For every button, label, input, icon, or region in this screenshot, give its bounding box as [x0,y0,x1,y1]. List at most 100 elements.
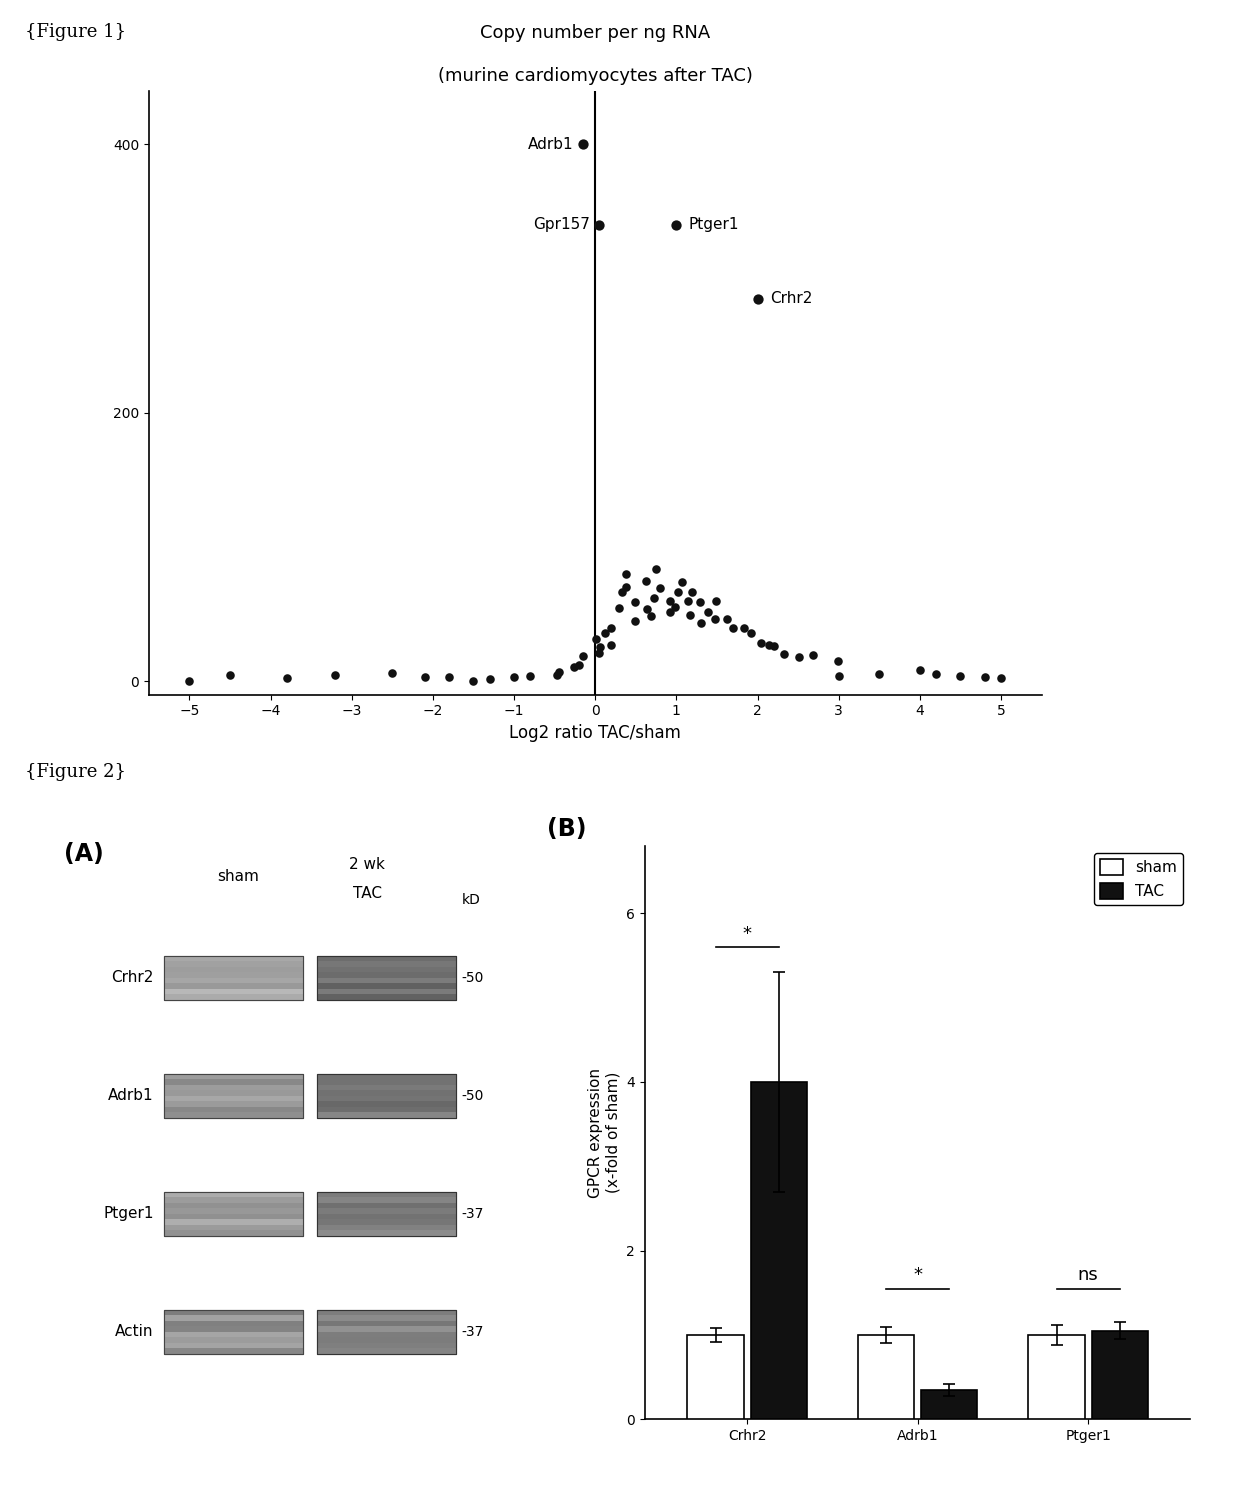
Bar [317,989,456,995]
Bar [317,1231,456,1235]
Bar [164,1074,303,1117]
Bar [164,956,303,962]
Text: *: * [913,1267,923,1285]
Text: Adrb1: Adrb1 [108,1089,154,1104]
Bar [164,1326,303,1332]
Point [706,607,725,631]
Bar [858,1335,914,1419]
Bar [164,995,303,1000]
Bar [164,1214,303,1219]
Bar [164,1101,303,1107]
Text: {Figure 2}: {Figure 2} [25,763,125,781]
Point [742,621,761,645]
Text: Copy number per ng RNA: Copy number per ng RNA [480,24,711,42]
Bar [317,972,456,978]
Point [573,645,593,669]
Bar [164,989,303,995]
Point [774,642,794,666]
Point [601,616,621,640]
Bar [317,983,456,989]
Point [641,604,661,628]
Bar [317,1191,456,1235]
Text: Actin: Actin [115,1324,154,1339]
Point [505,664,525,689]
Text: (A): (A) [64,843,104,867]
Bar [317,1315,456,1321]
Text: Crhr2: Crhr2 [112,971,154,986]
Text: 2 wk: 2 wk [350,856,384,871]
Point [589,642,609,666]
Bar [317,1338,456,1342]
Point [616,575,636,599]
Bar [164,1309,303,1354]
Point [975,664,994,689]
Text: Gpr157: Gpr157 [533,217,589,233]
Bar [317,1214,456,1219]
Point [547,663,567,687]
Bar [1028,1335,1085,1419]
Bar [317,1191,456,1235]
Point [464,669,484,693]
Point [601,633,621,657]
Point [590,636,610,660]
Bar [317,966,456,972]
Bar [164,978,303,983]
Point [573,133,593,157]
Bar [164,1084,303,1090]
Point [682,580,702,604]
Text: (B): (B) [547,817,587,841]
Bar [317,995,456,1000]
Bar [164,1074,303,1080]
Bar [317,1197,456,1202]
Point [910,658,930,683]
X-axis label: Log2 ratio TAC/sham: Log2 ratio TAC/sham [510,723,681,741]
Point [625,609,645,633]
Text: *: * [743,924,751,942]
Bar [317,1309,456,1354]
Bar [750,1081,807,1419]
Bar [164,1231,303,1235]
Text: Ptger1: Ptger1 [688,217,739,233]
Bar [317,956,456,1000]
Bar [164,962,303,966]
Bar [317,1208,456,1214]
Text: kD: kD [461,892,480,908]
Bar [164,983,303,989]
Bar [164,1191,303,1197]
Bar [164,1191,303,1235]
Point [678,589,698,613]
Point [646,557,666,581]
Point [382,661,402,686]
Point [180,669,200,693]
Point [660,589,680,613]
Point [644,586,663,610]
Bar [317,1202,456,1208]
Point [764,634,784,658]
Bar [317,978,456,983]
Point [564,654,584,678]
Bar [921,1389,977,1419]
Point [666,213,686,237]
Point [759,633,779,657]
Point [723,616,743,640]
Bar [164,1348,303,1354]
Y-axis label: GPCR expression
(x-fold of sham): GPCR expression (x-fold of sham) [588,1068,621,1197]
Point [613,580,632,604]
Bar [164,1197,303,1202]
Bar [317,1074,456,1117]
Bar [164,1315,303,1321]
Text: Ptger1: Ptger1 [103,1206,154,1222]
Bar [164,1191,303,1235]
Bar [164,1113,303,1117]
Point [585,627,605,651]
Point [828,648,848,672]
Point [991,666,1011,690]
Text: -50: -50 [461,1089,484,1102]
Point [698,601,718,625]
Bar [164,1074,303,1117]
Bar [317,1074,456,1080]
Bar [164,1321,303,1326]
Point [691,610,711,634]
Bar [164,1090,303,1096]
Bar [164,956,303,1000]
